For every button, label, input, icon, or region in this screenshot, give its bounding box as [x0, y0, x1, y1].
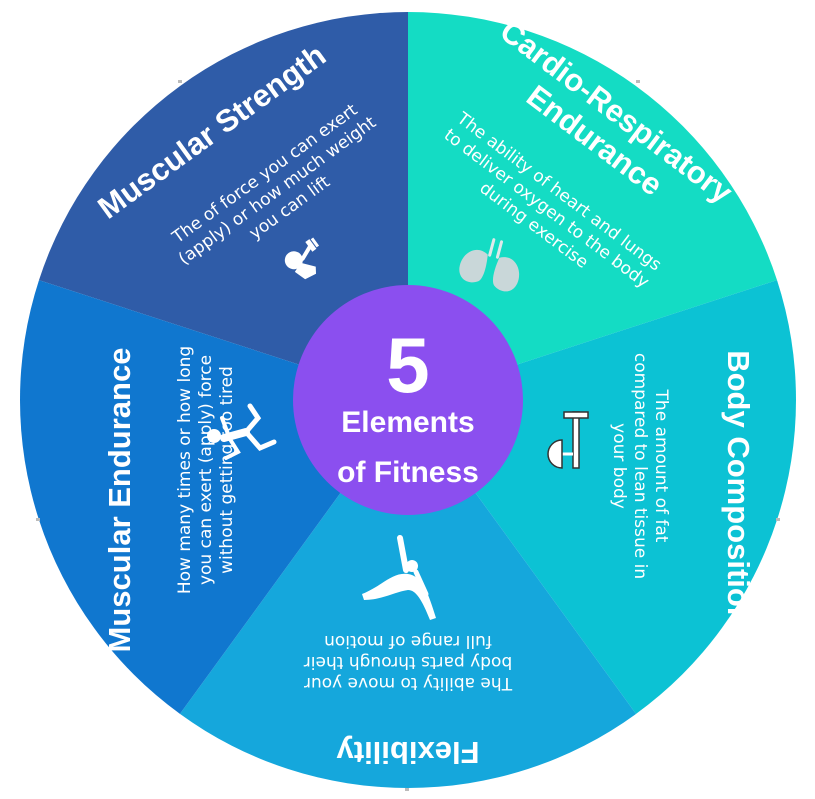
gymnast-icon: [362, 535, 436, 620]
corner-marker: [405, 788, 409, 791]
runner-icon: [207, 403, 277, 460]
muscular-endurance-desc-group: How many times or how long you can exert…: [175, 346, 237, 594]
segment-title: Flexibility: [336, 735, 480, 770]
corner-marker: [36, 518, 40, 521]
segment-cardio-respiratory: [408, 12, 778, 400]
weightlifter-icon: [284, 237, 320, 280]
flexibility-desc-group: The ability to move your body parts thro…: [304, 631, 513, 693]
center-circle: [293, 285, 523, 515]
segment-desc-line: How many times or how long: [175, 346, 195, 594]
segment-desc-line: full range of motion: [324, 631, 492, 651]
segment-desc-line: you can exert (apply) force: [196, 355, 216, 585]
segment-muscular-strength: [38, 12, 408, 400]
center-line-2: of Fitness: [337, 456, 479, 489]
scale-icon: [547, 411, 589, 469]
body-composition-title-group: Body Composition: [721, 350, 756, 626]
segment-desc-line: The ability to move your: [304, 673, 513, 693]
corner-marker: [636, 80, 640, 83]
muscular-endurance-title-group: Muscular Endurance: [102, 348, 137, 653]
body-composition-desc-group: The amount of fat compared to lean tissu…: [609, 353, 671, 579]
segment-desc-line: your body: [609, 423, 629, 509]
segment-desc-line: without getting too tired: [217, 366, 237, 574]
segment-desc-line: body parts through their: [304, 652, 512, 672]
lungs-icon: [459, 238, 520, 292]
segment-desc-line: The amount of fat: [651, 389, 671, 543]
segment-title: Body Composition: [721, 350, 756, 626]
flexibility-title-group: Flexibility: [336, 735, 480, 770]
center-number: 5: [386, 321, 429, 409]
segment-flexibility: [179, 400, 637, 789]
corner-marker: [776, 518, 780, 521]
segment-title: Muscular Endurance: [102, 348, 137, 653]
center-line-1: Elements: [341, 406, 474, 439]
corner-marker: [178, 80, 182, 83]
segment-desc-line: compared to lean tissue in: [630, 353, 650, 579]
